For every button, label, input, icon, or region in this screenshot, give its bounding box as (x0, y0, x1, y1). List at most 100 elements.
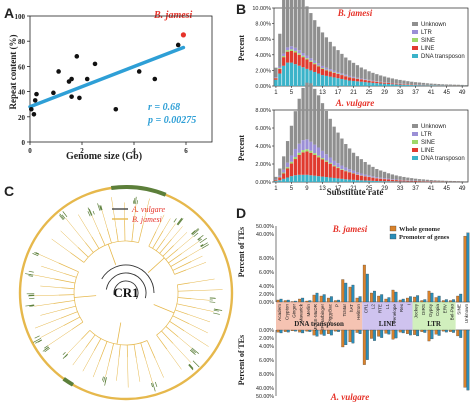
hist-bottom-bar-ltr (285, 162, 290, 168)
hist-bottom-bar-line (348, 172, 352, 180)
tree-leaf (191, 255, 203, 262)
d-bar-top-promoter (394, 291, 398, 303)
phylogenetic-tree-c: CR1 A. vulgare B. jamesi (18, 185, 234, 401)
hist-bottom-bar-dna-transposon (363, 180, 367, 182)
tree-branch (63, 316, 81, 326)
tree-leaf (195, 307, 214, 312)
hist-bottom-bar-sine (297, 152, 301, 155)
hist-bottom-bar-sine (348, 171, 352, 173)
scatter-y-axis-label: Repeat content (%) (8, 35, 18, 110)
hist-top-bar-dna-transposon (340, 78, 344, 86)
tree-leaf (60, 230, 79, 248)
hist-bottom-bar-ltr (332, 160, 336, 166)
d-bar-bottom-whole-genome (449, 329, 452, 332)
hist-bottom-bar-line (421, 181, 426, 182)
hist-top-bar-line (375, 81, 379, 84)
hist-top-bar-dna-transposon (417, 85, 422, 86)
scatter-y-tick-label: 100 (15, 13, 26, 21)
d-bar-top-promoter (437, 295, 441, 303)
hist-bottom-bar-ltr (390, 179, 394, 180)
tree-leaf (40, 325, 64, 338)
hist-top-bar-line (285, 51, 290, 63)
hist-bottom-y-tick-label: 8.00% (255, 108, 271, 114)
hist-bottom-bar-sine (313, 153, 317, 155)
tree-leaf-a-vulgare (59, 213, 65, 220)
tree-leaf (51, 238, 71, 253)
hist-top-bar-unknown (425, 83, 429, 85)
tree-leaf-a-vulgare (99, 205, 102, 211)
hist-top-bar-dna-transposon (379, 83, 383, 86)
hist-top-bar-unknown (456, 84, 460, 86)
hist-top-bar-unknown (417, 82, 422, 85)
hist-bottom-bar-ltr (282, 169, 286, 173)
hist-bottom-bar-dna-transposon (282, 178, 286, 182)
tree-leaf-a-vulgare (62, 211, 68, 218)
tree-branch (60, 305, 76, 311)
tree-branch (140, 342, 146, 359)
tree-leaf-a-vulgare (102, 376, 104, 381)
hist-top-bar-line (336, 73, 340, 79)
hist-top-bar-unknown (379, 75, 383, 82)
hist-top-bar-sine (320, 67, 325, 69)
hist-bottom-x-tick-label: 21 (350, 186, 357, 192)
hist-top-bar-unknown (348, 60, 352, 76)
hist-top-bar-line (363, 80, 367, 83)
hist-top-bar-line (282, 57, 286, 66)
tree-branch (172, 261, 192, 271)
hist-bottom-legend-label: LTR (421, 132, 433, 138)
d-bar-bottom-promoter (337, 329, 340, 332)
hist-bottom-bar-line (398, 180, 402, 182)
hist-bottom-x-tick-label: 13 (319, 186, 326, 192)
hist-top-bar-line (359, 79, 363, 82)
hist-top-bar-unknown (328, 41, 332, 70)
scatter-y-tick-label: 80 (18, 38, 26, 46)
d-bar-top-promoter (315, 292, 319, 303)
hist-top-bar-unknown (313, 20, 317, 61)
scatter-x-tick-label: 2 (80, 147, 84, 155)
hist-bottom-bar-unknown (437, 180, 441, 182)
tree-leaf-a-vulgare (192, 360, 200, 368)
hist-bottom-bar-dna-transposon (348, 179, 352, 182)
hist-top-bar-ltr (297, 50, 301, 54)
hist-top-bar-dna-transposon (332, 77, 336, 86)
hist-bottom-bar-ltr (379, 177, 383, 179)
hist-top-bar-sine (324, 69, 329, 71)
scatter-point (136, 69, 142, 74)
d-bar-bottom-promoter (452, 329, 455, 333)
hist-top-bar-line (348, 77, 352, 81)
hist-bottom-bar-line (394, 180, 398, 182)
d-bar-top-whole-genome (384, 298, 388, 303)
hist-top-bar-sine (336, 73, 340, 74)
hist-bottom-bar-line (363, 176, 367, 181)
hist-bottom-bar-dna-transposon (309, 175, 313, 182)
hist-top-x-tick-label: 49 (459, 90, 466, 96)
hist-bottom-bar-ltr (386, 178, 391, 180)
hist-bottom-bar-unknown (282, 156, 286, 170)
d-bar-bottom-whole-genome (348, 329, 352, 343)
tree-leaf (181, 241, 199, 254)
d-bar-bottom-promoter (437, 329, 441, 336)
hist-top-bar-unknown (445, 84, 449, 86)
tree-branch (116, 322, 122, 345)
d-bar-top-promoter (409, 296, 412, 303)
hist-bottom-bar-dna-transposon (367, 180, 371, 182)
d-bar-bottom-promoter (416, 329, 420, 337)
tree-leaf-a-vulgare (25, 304, 35, 307)
d-bar-bottom-promoter (286, 329, 290, 333)
tree-branch (165, 326, 179, 338)
tree-leaf-a-vulgare (103, 376, 106, 383)
hist-top-bar-sine (301, 55, 305, 58)
tree-leaf-a-vulgare (32, 253, 39, 257)
tree-leaf-a-vulgare (29, 305, 35, 307)
tree-ring-segment-a-vulgare (110, 185, 167, 197)
d-bar-top-promoter (430, 292, 434, 303)
hist-bottom-bar-sine (332, 165, 336, 167)
d-bar-bottom-promoter (344, 329, 348, 345)
hist-top-bar-sine (313, 63, 317, 65)
d-category-label: Academ (277, 304, 282, 321)
d-top-title: B. jamesi (332, 224, 368, 234)
hist-top-bar-dna-transposon (301, 67, 305, 86)
d-bar-bottom-whole-genome (370, 329, 373, 339)
hist-bottom-bar-unknown (390, 174, 394, 180)
hist-bottom-bar-dna-transposon (394, 181, 398, 182)
